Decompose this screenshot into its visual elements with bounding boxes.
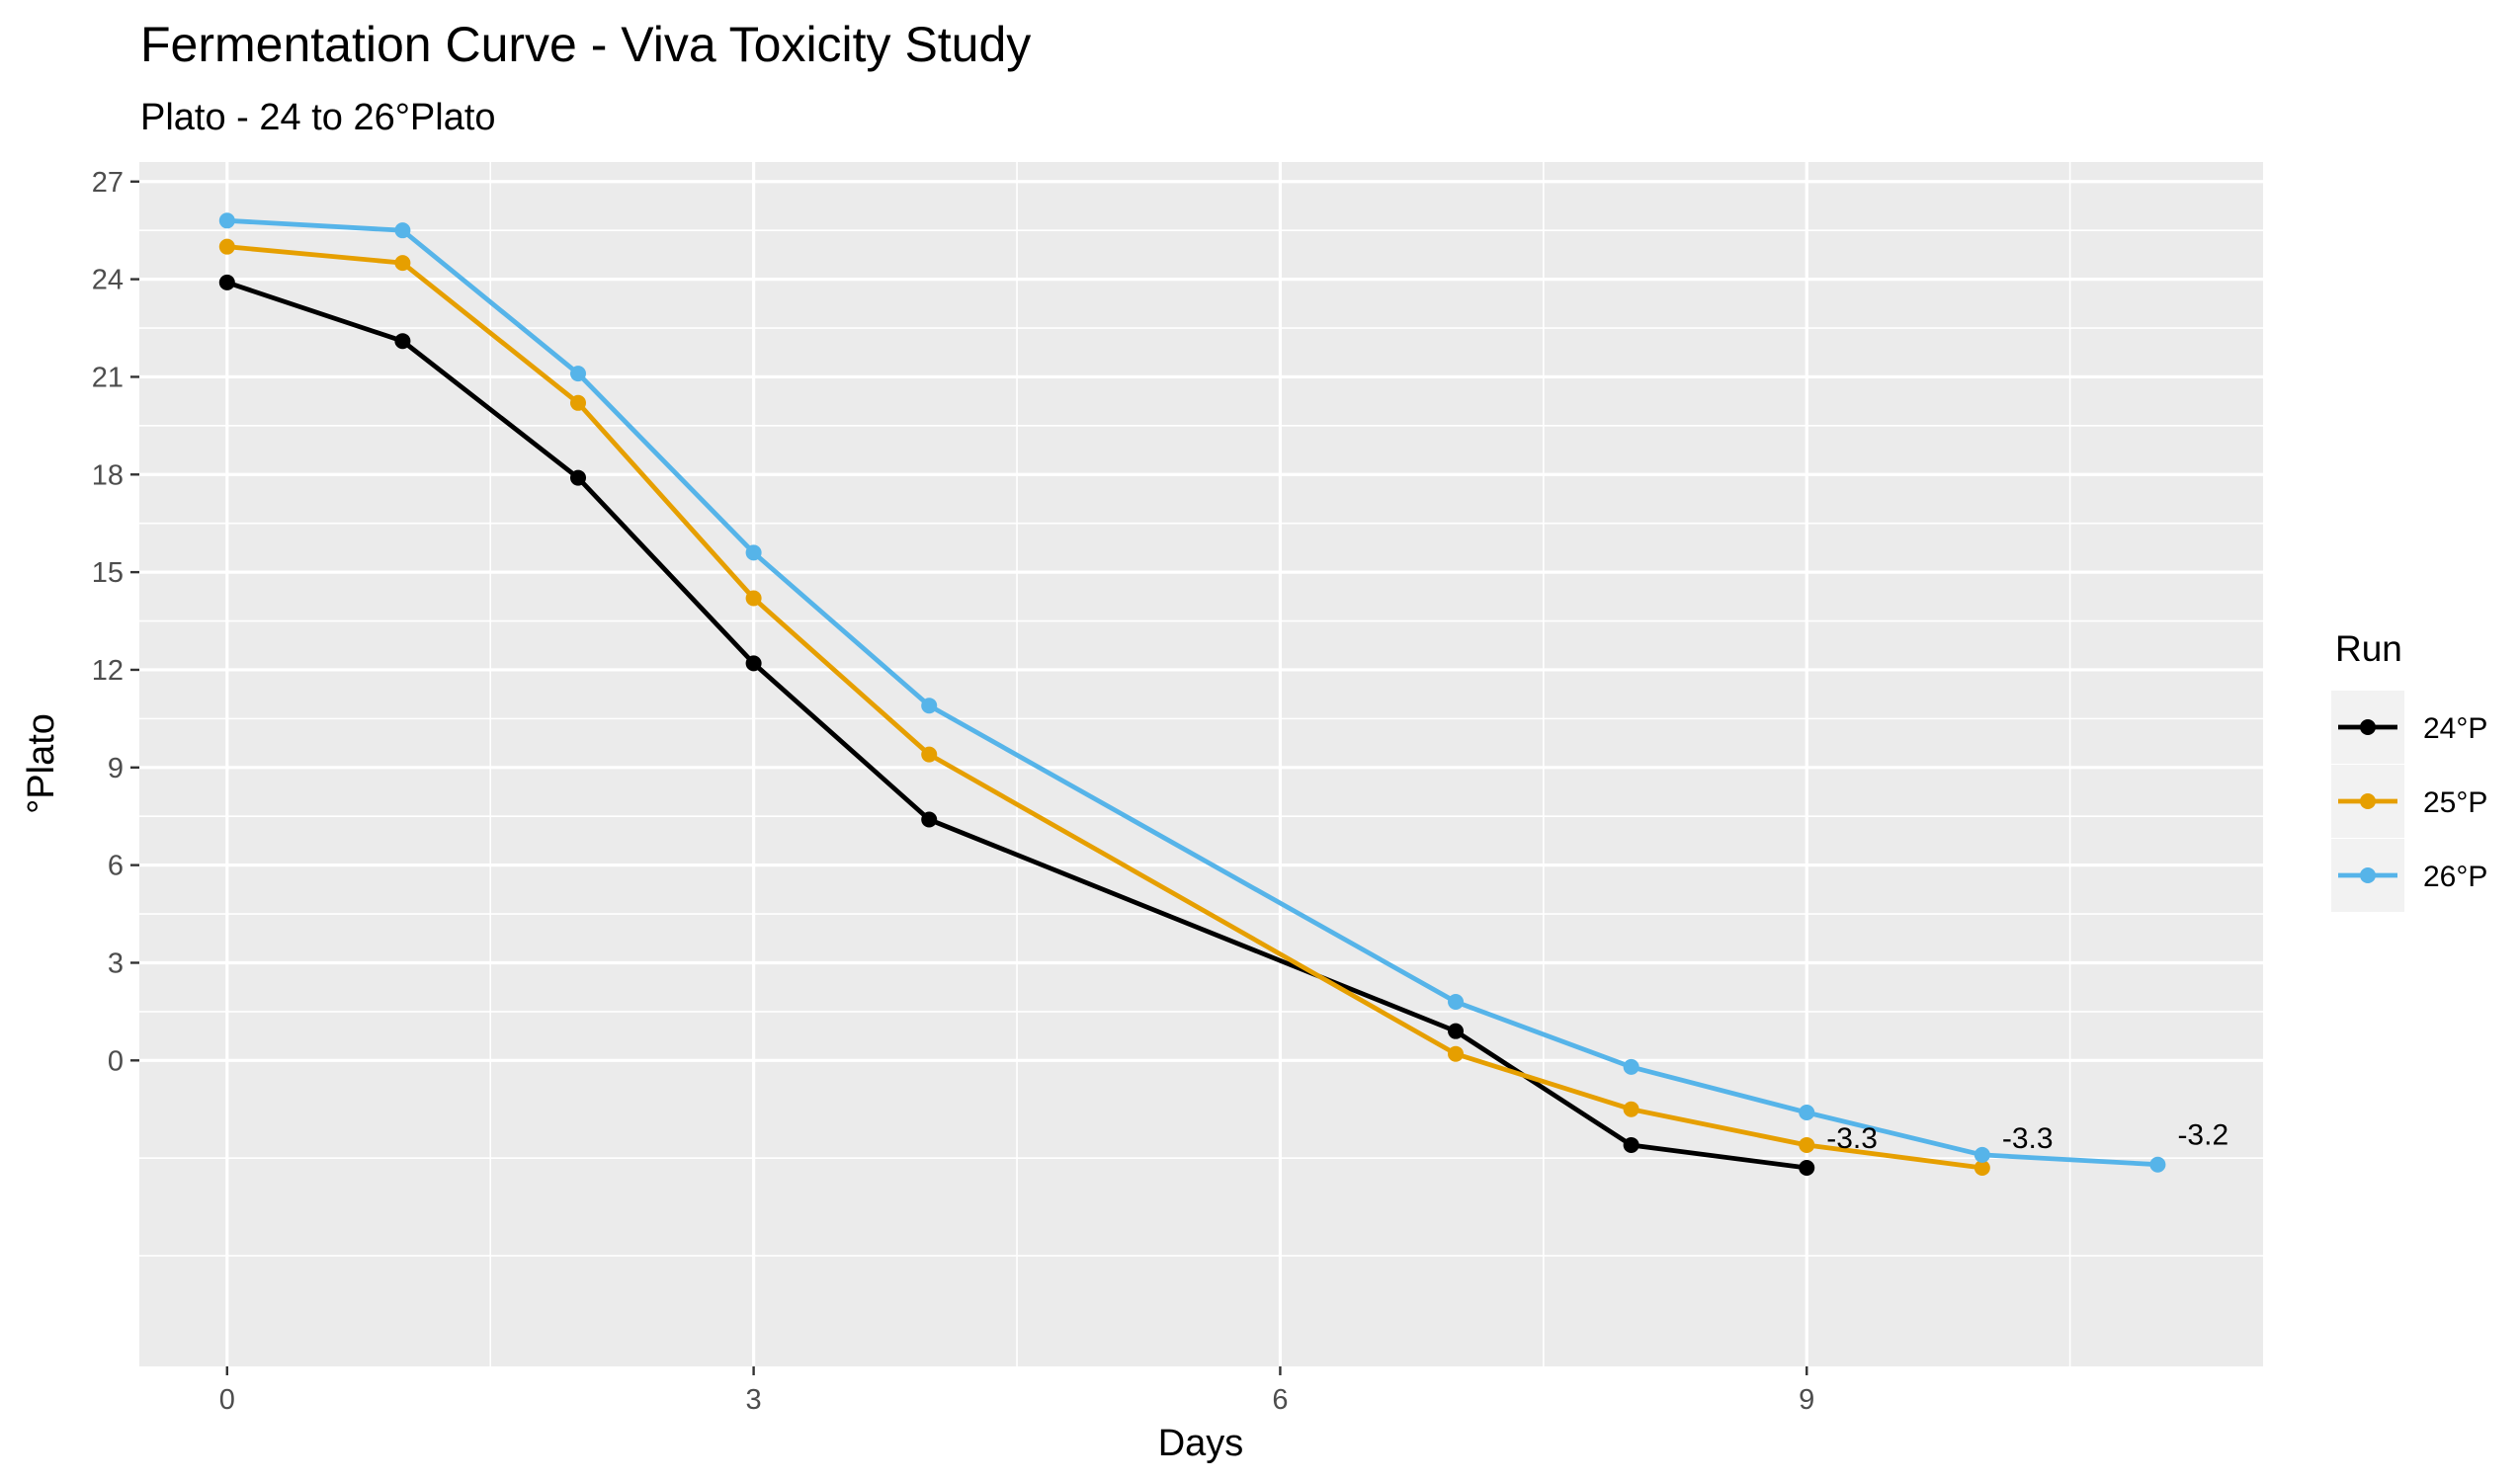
series-1-point-3 (745, 590, 762, 607)
grid-minor (139, 162, 2263, 1366)
y-tick-label-18: 18 (92, 459, 124, 491)
series-0-point-0 (218, 274, 235, 290)
series-1-point-7 (1799, 1136, 1815, 1153)
series-1-point-8 (1974, 1160, 1990, 1177)
axis-ticks (130, 180, 1808, 1375)
series-1-point-4 (921, 746, 938, 763)
y-tick-label-21: 21 (92, 362, 124, 393)
series-1-point-2 (570, 394, 587, 411)
y-tick-label-0: 0 (108, 1045, 124, 1077)
series-2-point-7 (1799, 1105, 1815, 1121)
y-tick-label-6: 6 (108, 851, 124, 882)
chart-title: Fermentation Curve - Viva Toxicity Study (140, 17, 1031, 72)
series-2-point-4 (921, 698, 938, 714)
y-tick-label-12: 12 (92, 655, 124, 687)
series-0-point-6 (1623, 1136, 1639, 1153)
x-tick-label-9: 9 (1799, 1384, 1814, 1416)
legend: Run 24°P 25°P 26°P (2331, 628, 2487, 912)
legend-label-0: 24°P (2423, 712, 2487, 745)
series-line-0 (226, 280, 1807, 1171)
series-1-point-5 (1448, 1045, 1465, 1062)
series-0-point-2 (570, 469, 587, 486)
y-axis-title: °Plato (21, 713, 62, 814)
legend-key-point-1 (2360, 793, 2376, 809)
series-1-point-6 (1623, 1101, 1639, 1117)
annotation-1: -3.3 (2002, 1122, 2054, 1155)
annotation-2: -3.2 (2177, 1119, 2228, 1152)
series-2-point-1 (394, 222, 411, 239)
series-2-point-6 (1623, 1058, 1639, 1075)
legend-key-point-2 (2360, 867, 2376, 883)
series-2-point-5 (1448, 994, 1465, 1011)
x-tick-label-6: 6 (1272, 1384, 1288, 1416)
data-annotations: -3.3 -3.3 -3.2 (1826, 1119, 2228, 1155)
tick-labels: 0 3 6 9 12 15 18 21 24 27 0 3 6 9 (92, 167, 1815, 1416)
chart-subtitle: Plato - 24 to 26°Plato (140, 97, 496, 138)
series-points (218, 212, 2166, 1177)
legend-title: Run (2335, 628, 2402, 669)
series-2-point-0 (218, 212, 235, 229)
y-tick-label-15: 15 (92, 557, 124, 589)
plot-panel (139, 162, 2263, 1366)
legend-key-point-0 (2360, 719, 2376, 735)
legend-label-1: 25°P (2423, 786, 2487, 819)
series-2-point-3 (745, 544, 762, 561)
y-tick-label-3: 3 (108, 947, 124, 979)
series-1-point-0 (218, 238, 235, 255)
series-line-2 (226, 217, 2158, 1168)
series-0-point-5 (1448, 1023, 1465, 1039)
x-tick-label-3: 3 (746, 1384, 762, 1416)
series-0-point-1 (394, 333, 411, 350)
series-2-point-8 (1974, 1146, 1990, 1163)
series-1-point-1 (394, 255, 411, 272)
y-tick-label-27: 27 (92, 167, 124, 199)
y-tick-label-9: 9 (108, 753, 124, 784)
x-tick-label-0: 0 (219, 1384, 235, 1416)
y-tick-label-24: 24 (92, 265, 124, 296)
series-0-point-3 (745, 655, 762, 672)
series-0-point-7 (1799, 1160, 1815, 1177)
series-2-point-2 (570, 366, 587, 382)
series-2-point-9 (2149, 1156, 2166, 1173)
annotation-0: -3.3 (1826, 1122, 1878, 1155)
series-0-point-4 (921, 811, 938, 828)
x-axis-title: Days (1158, 1423, 1244, 1464)
legend-label-2: 26°P (2423, 861, 2487, 893)
